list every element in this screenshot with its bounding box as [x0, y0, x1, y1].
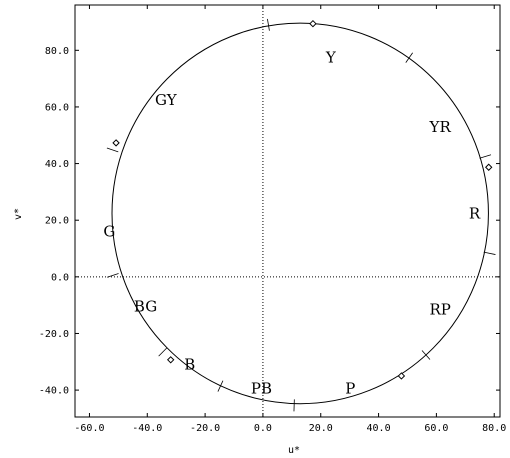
- plot-frame: [74, 4, 501, 418]
- reference-lines: [75, 5, 500, 417]
- y-tick-label: -20.0: [39, 329, 69, 340]
- x-tick-label: 20.0: [309, 423, 333, 434]
- region-label-r: R: [469, 205, 481, 223]
- y-tick-label: 80.0: [45, 46, 69, 57]
- diamond-marker: [485, 163, 493, 171]
- x-tick-label: -20.0: [190, 423, 220, 434]
- boundary-mark: [158, 347, 168, 357]
- boundary-mark: [421, 350, 431, 360]
- diamond-marker: [166, 356, 175, 364]
- points-layer: [112, 19, 493, 380]
- hue-circle: [111, 22, 489, 405]
- boundary-mark: [107, 273, 119, 278]
- diamond-marker: [397, 372, 406, 380]
- x-tick-label: -60.0: [74, 423, 104, 434]
- y-axis-title: v*: [13, 208, 24, 220]
- region-label-p: P: [345, 380, 355, 398]
- region-label-g: G: [103, 223, 115, 241]
- x-axis-title: u*: [288, 445, 300, 456]
- region-label-yr: YR: [429, 118, 452, 136]
- region-label-pb: PB: [251, 380, 272, 398]
- x-tick-label: 60.0: [424, 423, 448, 434]
- x-tick-label: -40.0: [132, 423, 162, 434]
- region-label-rp: RP: [429, 300, 450, 318]
- axis-ticks: -60.0 -40.0 -20.0 0.0 20.0 40.0 60.0 80.0 -40.0 -…: [39, 5, 506, 434]
- boundary-mark: [405, 52, 413, 63]
- boundary-mark: [217, 380, 224, 392]
- boundary-mark: [483, 251, 496, 255]
- boundary-mark: [106, 147, 119, 153]
- region-label-bg: BG: [134, 298, 157, 316]
- y-tick-label: 60.0: [45, 102, 69, 113]
- boundary-marks-layer: [106, 18, 496, 412]
- hue-circle-layer: [111, 22, 489, 405]
- region-label-b: B: [184, 356, 195, 374]
- region-label-gy: GY: [155, 91, 178, 109]
- y-tick-label: -40.0: [39, 386, 69, 397]
- boundary-mark: [267, 18, 270, 31]
- y-tick-label: 40.0: [45, 159, 69, 170]
- region-labels-layer: Y YR R RP P PB B BG G GY: [103, 48, 480, 397]
- x-tick-label: 40.0: [367, 423, 391, 434]
- y-tick-label: 20.0: [45, 216, 69, 227]
- y-tick-label: 0.0: [51, 272, 69, 283]
- diamond-marker: [309, 19, 317, 28]
- boundary-mark: [479, 154, 492, 159]
- x-tick-label: 80.0: [482, 423, 506, 434]
- diamond-marker: [112, 139, 120, 147]
- region-label-y: Y: [325, 48, 337, 66]
- x-tick-label: 0.0: [254, 423, 272, 434]
